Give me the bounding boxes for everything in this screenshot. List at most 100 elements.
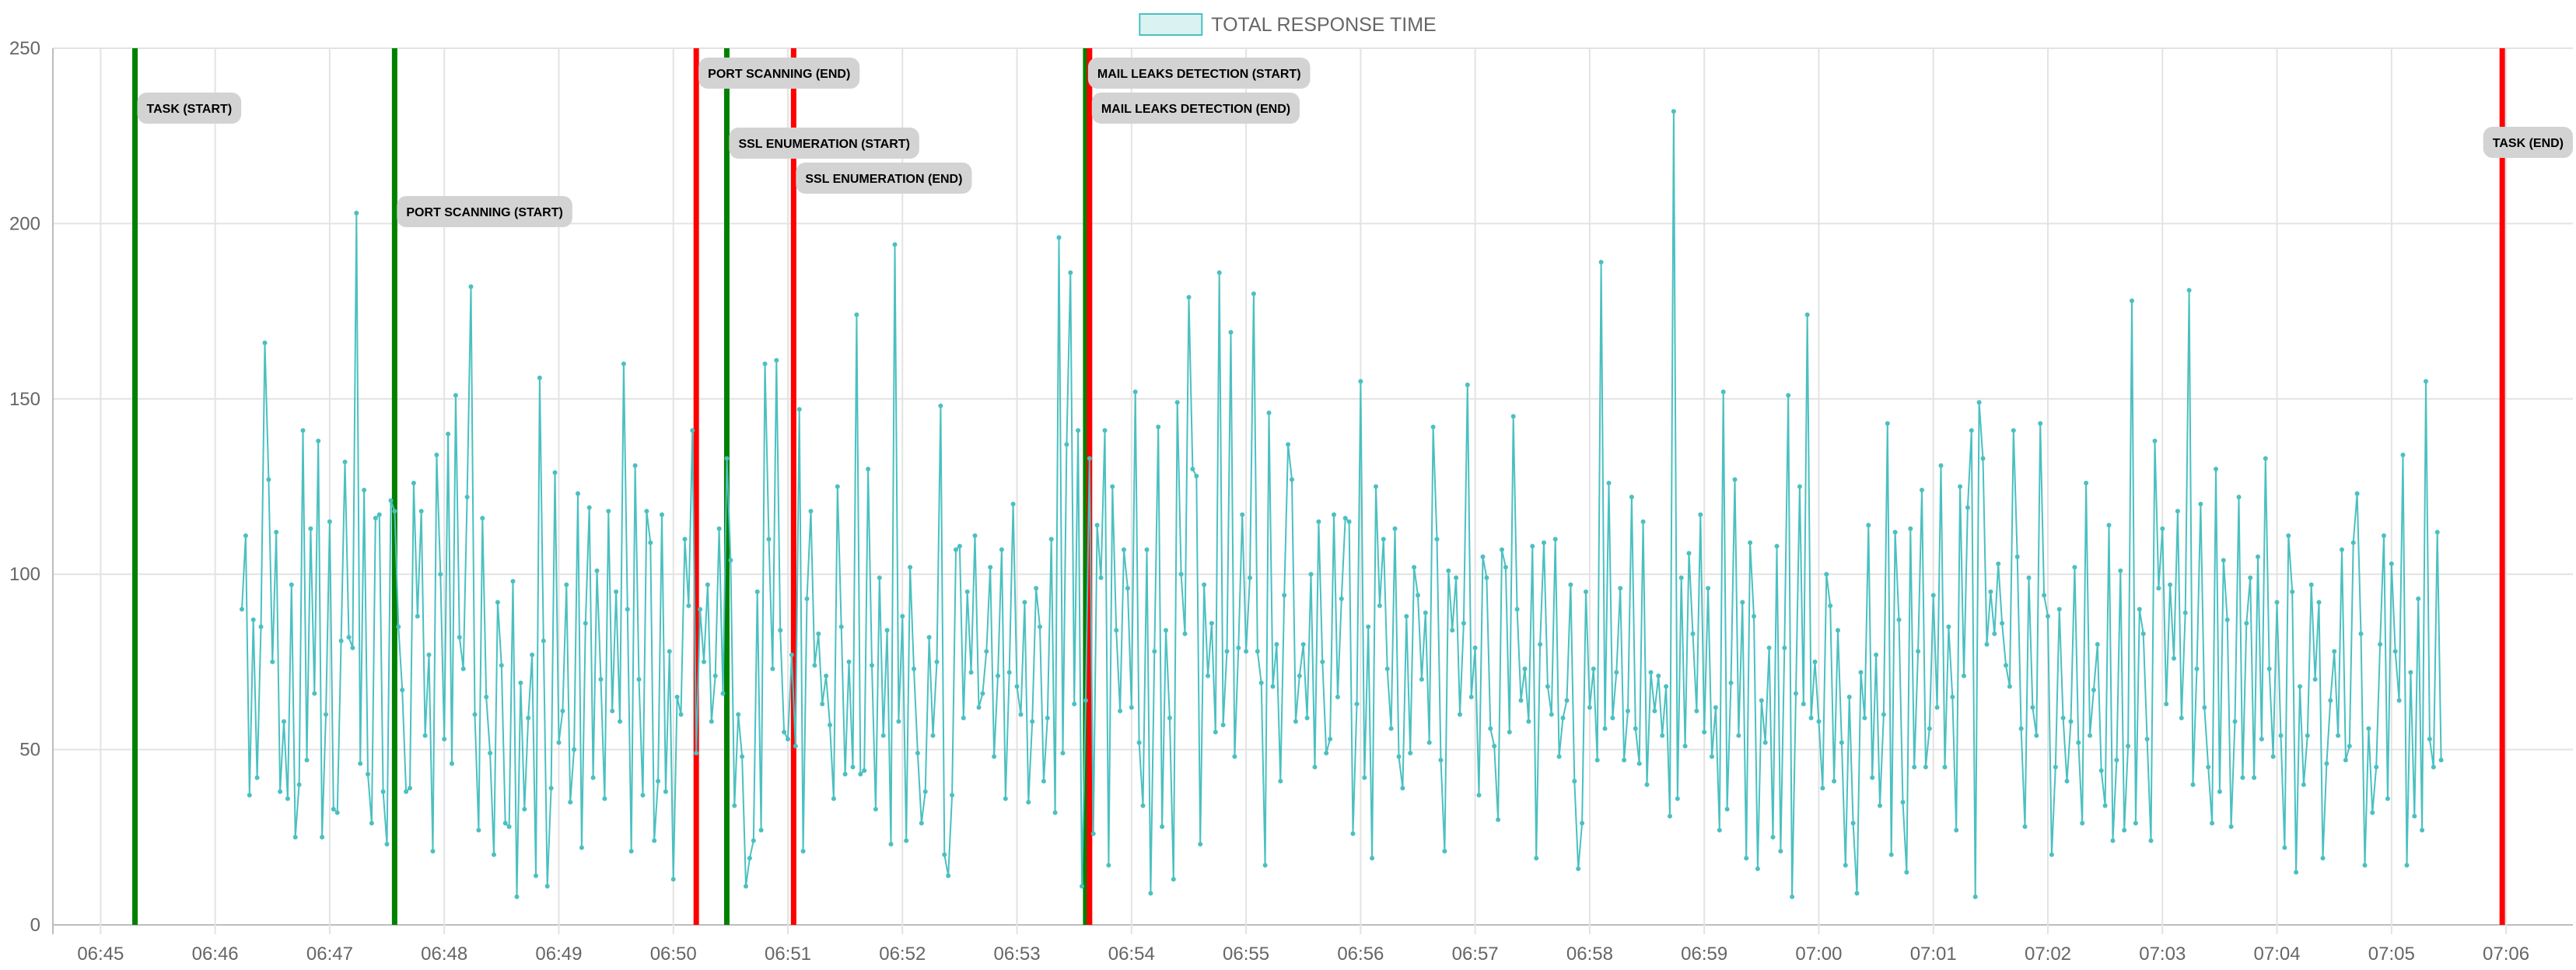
- data-point: [537, 375, 542, 380]
- data-point: [1846, 695, 1852, 699]
- data-point: [1675, 796, 1680, 801]
- data-point: [656, 779, 661, 784]
- data-point: [2168, 582, 2173, 587]
- data-point: [842, 772, 848, 777]
- data-point: [468, 284, 474, 289]
- data-point: [1820, 786, 1825, 791]
- data-point: [1255, 649, 1260, 654]
- data-point: [247, 793, 252, 798]
- annotation-label-text: TASK (END): [2493, 137, 2564, 150]
- data-point: [1686, 551, 1692, 556]
- data-point: [1068, 270, 1073, 275]
- data-point: [1832, 779, 1837, 784]
- data-point: [2362, 863, 2368, 868]
- data-point: [376, 512, 382, 517]
- data-point: [1132, 389, 1138, 394]
- data-point: [1388, 726, 1394, 731]
- data-point: [1710, 754, 1714, 759]
- data-point: [770, 666, 775, 671]
- data-point: [1740, 600, 1745, 605]
- data-point: [1652, 709, 1657, 713]
- data-point: [2259, 737, 2264, 742]
- data-point: [1496, 817, 1501, 822]
- data-point: [1996, 561, 2001, 566]
- data-point: [1412, 565, 1417, 570]
- data-point: [2308, 582, 2314, 587]
- data-point: [1438, 758, 1444, 763]
- data-point: [460, 666, 466, 671]
- annotation-label-text: MAIL LEAKS DETECTION (END): [1101, 103, 1290, 116]
- data-point: [888, 842, 894, 847]
- data-point: [736, 712, 741, 717]
- x-tick-label: 06:46: [192, 944, 239, 965]
- data-point: [1908, 526, 1913, 531]
- data-point: [1488, 726, 1493, 731]
- data-point: [2298, 684, 2302, 689]
- data-point: [950, 793, 955, 798]
- data-point: [1076, 428, 1081, 433]
- data-point: [1762, 740, 1768, 745]
- data-point: [2424, 379, 2428, 384]
- data-point: [740, 754, 745, 759]
- data-point: [618, 719, 622, 724]
- data-point: [1167, 716, 1172, 720]
- data-point: [1854, 891, 1860, 896]
- data-point: [1644, 782, 1650, 787]
- data-point: [408, 786, 412, 791]
- data-point: [831, 796, 836, 801]
- data-point: [2431, 765, 2436, 770]
- data-point: [858, 772, 863, 777]
- data-point: [1965, 505, 1970, 510]
- data-point: [1014, 684, 1020, 689]
- data-point: [1182, 631, 1188, 636]
- data-point: [2416, 596, 2421, 601]
- data-point: [1962, 673, 1966, 678]
- data-point: [2214, 467, 2218, 471]
- data-point: [2152, 438, 2158, 443]
- data-point: [1702, 730, 1707, 735]
- annotation-label-box: [729, 128, 919, 159]
- data-point: [2186, 288, 2192, 293]
- data-point: [930, 733, 936, 738]
- annotation-label-box: [796, 163, 972, 194]
- data-point: [492, 852, 496, 857]
- data-point: [514, 894, 520, 899]
- data-point: [766, 537, 772, 542]
- data-point: [747, 856, 752, 861]
- data-point: [2427, 737, 2432, 742]
- data-point: [2018, 726, 2024, 731]
- data-point: [2236, 495, 2242, 499]
- data-point: [1408, 751, 1413, 756]
- data-point: [495, 600, 500, 605]
- data-point: [2266, 666, 2272, 671]
- data-point: [2217, 789, 2222, 794]
- data-point: [1202, 582, 1207, 587]
- data-point: [1942, 765, 1948, 770]
- data-point: [1190, 467, 1195, 471]
- annotation-label: PORT SCANNING (START): [397, 196, 572, 227]
- data-point: [1060, 751, 1066, 756]
- data-point: [1300, 642, 1306, 647]
- data-point: [1881, 712, 1886, 717]
- data-point: [1400, 786, 1405, 791]
- data-point: [316, 438, 321, 443]
- legend[interactable]: TOTAL RESPONSE TIME: [1139, 13, 1437, 36]
- annotation-label-box: [397, 196, 572, 227]
- data-point: [1026, 800, 1031, 805]
- data-point: [1602, 726, 1608, 731]
- data-point: [1125, 586, 1130, 591]
- data-point: [1698, 512, 1703, 517]
- data-point: [1434, 537, 1440, 542]
- data-point: [1678, 575, 1684, 580]
- data-point: [1618, 586, 1623, 591]
- data-point: [453, 393, 458, 398]
- data-point: [2053, 765, 2058, 770]
- data-point: [908, 565, 913, 570]
- data-point: [2060, 716, 2066, 720]
- data-point: [884, 628, 890, 633]
- data-point: [682, 537, 688, 542]
- data-point: [1984, 642, 1990, 647]
- data-point: [1904, 870, 1909, 875]
- data-point: [2248, 575, 2253, 580]
